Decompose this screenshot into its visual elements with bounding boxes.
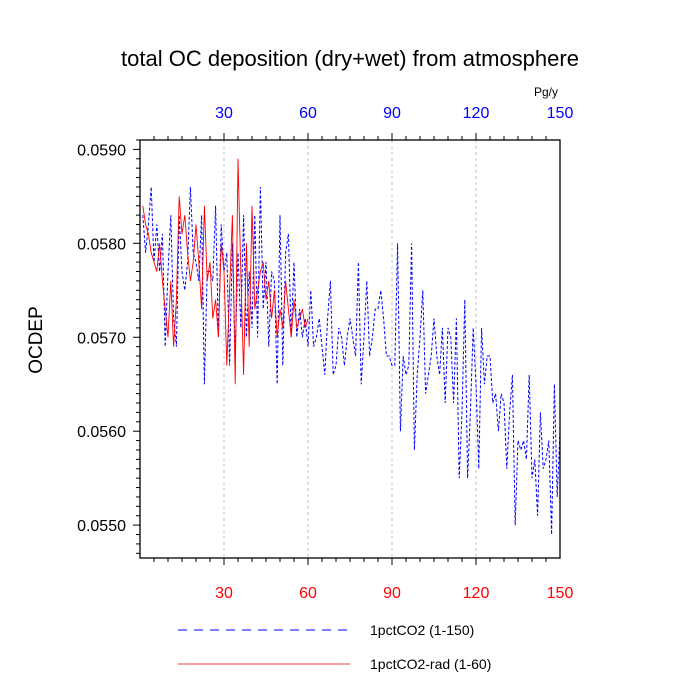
y-axis-label: OCDEP: [26, 306, 47, 374]
x-tick-label-bottom: 60: [299, 585, 317, 602]
legend-label-1pctco2-rad: 1pctCO2-rad (1-60): [370, 656, 491, 672]
x-tick-label-bottom: 30: [215, 585, 233, 602]
y-tick-label: 0.0590: [77, 142, 126, 159]
plot-frame: [139, 139, 561, 559]
series-lines: [142, 158, 561, 535]
tick-labels: 0.0550 0.0560 0.0570 0.0580 0.0590 30 60 90 120 1…: [77, 105, 573, 602]
x-tick-label-top: 30: [215, 105, 233, 122]
x-tick-label-top: 90: [383, 105, 401, 122]
x-tick-label-top: 150: [547, 105, 574, 122]
legend: 1pctCO2 (1-150) 1pctCO2-rad (1-60): [178, 622, 491, 672]
top-axis-unit: Pg/y: [534, 85, 558, 99]
x-tick-label-bottom: 120: [463, 585, 490, 602]
y-tick-label: 0.0570: [77, 330, 126, 347]
y-tick-label: 0.0580: [77, 236, 126, 253]
grid: [223, 140, 477, 558]
x-tick-label-bottom: 90: [383, 585, 401, 602]
x-tick-label-top: 120: [463, 105, 490, 122]
y-tick-label: 0.0550: [77, 518, 126, 535]
x-tick-label-bottom: 150: [547, 585, 574, 602]
y-tick-label: 0.0560: [77, 424, 126, 441]
legend-label-1pctco2: 1pctCO2 (1-150): [370, 622, 474, 638]
series-line-1pctco2-rad: [142, 158, 309, 385]
x-tick-label-top: 60: [299, 105, 317, 122]
chart-title: total OC deposition (dry+wet) from atmos…: [121, 46, 579, 71]
series-line-1pctco2: [142, 186, 561, 535]
axis-ticks: [133, 133, 547, 565]
